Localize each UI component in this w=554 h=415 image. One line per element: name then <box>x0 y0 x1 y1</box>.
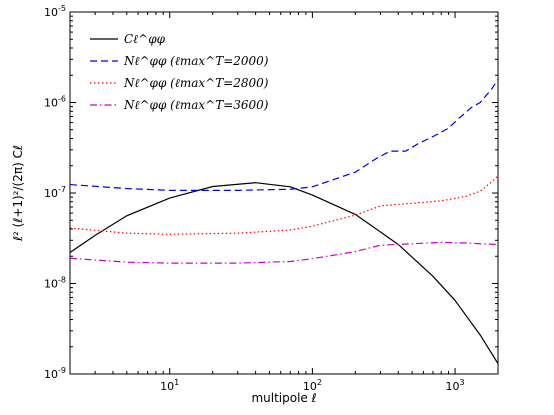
y-tick-label: 10-5 <box>44 4 66 19</box>
x-tick-label: 102 <box>303 378 322 393</box>
x-tick-label: 103 <box>446 378 465 393</box>
series-line-2 <box>70 175 498 235</box>
x-axis-label: multipole ℓ <box>251 391 316 405</box>
y-axis-label: ℓ² (ℓ+1)²/(2π) Cℓ <box>11 145 25 242</box>
series-line-3 <box>70 241 498 264</box>
legend-label-3: Nℓ^φφ (ℓmax^T=3600) <box>123 98 269 112</box>
legend-label-0: Cℓ^φφ <box>124 32 166 46</box>
series-line-0 <box>70 182 498 365</box>
x-tick-label: 101 <box>160 378 179 393</box>
legend-entry-2: Nℓ^φφ (ℓmax^T=2800) <box>90 76 269 90</box>
series-line-1 <box>70 79 498 191</box>
legend-label-2: Nℓ^φφ (ℓmax^T=2800) <box>123 76 269 90</box>
legend-entry-3: Nℓ^φφ (ℓmax^T=3600) <box>90 98 269 112</box>
y-tick-label: 10-6 <box>44 95 66 110</box>
legend-entry-0: Cℓ^φφ <box>90 32 166 46</box>
plot-lines <box>70 79 498 365</box>
y-tick-label: 10-7 <box>44 185 66 200</box>
axis-ticks <box>69 12 499 375</box>
legend-entry-1: Nℓ^φφ (ℓmax^T=2000) <box>90 54 269 68</box>
legend-label-1: Nℓ^φφ (ℓmax^T=2000) <box>123 54 269 68</box>
tick-labels: 101 102 103 10-9 10-8 10-7 10-6 10-5 <box>44 4 465 393</box>
y-tick-label: 10-9 <box>44 366 66 381</box>
legend: Cℓ^φφ Nℓ^φφ (ℓmax^T=2000) Nℓ^φφ (ℓmax^T=… <box>90 32 269 112</box>
y-tick-label: 10-8 <box>44 276 66 291</box>
